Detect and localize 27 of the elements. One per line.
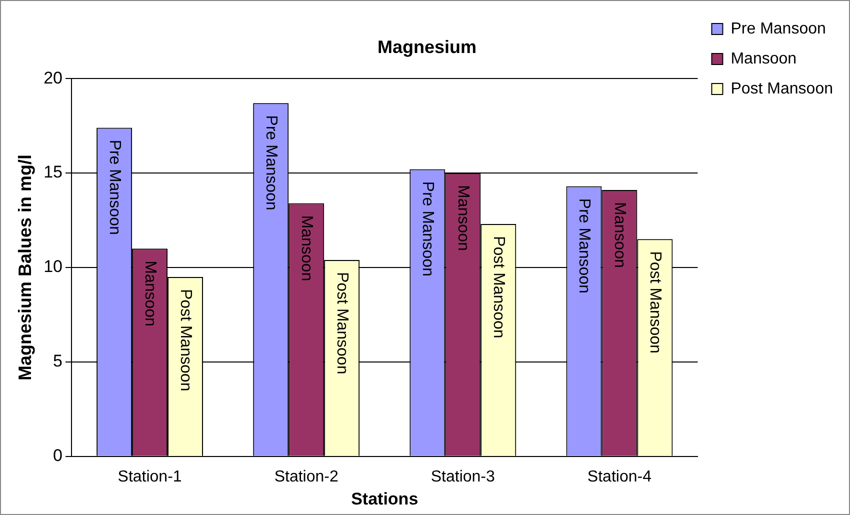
y-tick-label: 20	[44, 68, 63, 88]
text: Pre Mansoon	[262, 115, 280, 210]
text: Mansoon	[611, 202, 628, 268]
y-axis-title: Magnesium Balues in mg/l	[14, 154, 35, 381]
x-axis-title: Stations	[351, 489, 418, 508]
y-tick-label: 0	[53, 446, 63, 466]
chart-title: Magnesium	[377, 36, 477, 57]
text: Mansoon	[298, 215, 315, 282]
text: Mansoon	[141, 260, 158, 326]
y-tick-label: 15	[44, 162, 63, 182]
text: Post Mansoon	[333, 272, 350, 374]
text: Pre Mansoon	[106, 140, 123, 235]
legend-label: Post Mansoon	[730, 80, 833, 98]
x-tick-label: Station-3	[430, 468, 496, 486]
x-tick-label: Station-1	[118, 468, 182, 486]
x-tick-label: Station-2	[274, 468, 338, 486]
text: Mansoon	[454, 185, 472, 251]
legend-label: Mansoon	[730, 50, 797, 68]
y-tick-label: 10	[44, 257, 63, 276]
text: Pre Mansoon	[419, 181, 436, 276]
y-tick-label: 5	[53, 352, 63, 371]
text: Post Mansoon	[176, 288, 194, 392]
x-tick-label: Station-4	[587, 468, 652, 486]
text: Post Mansoon	[490, 236, 507, 338]
text: Post Mansoon	[646, 251, 664, 354]
legend-label: Pre Mansoon	[730, 20, 826, 38]
text: Pre Mansoon	[576, 198, 593, 294]
